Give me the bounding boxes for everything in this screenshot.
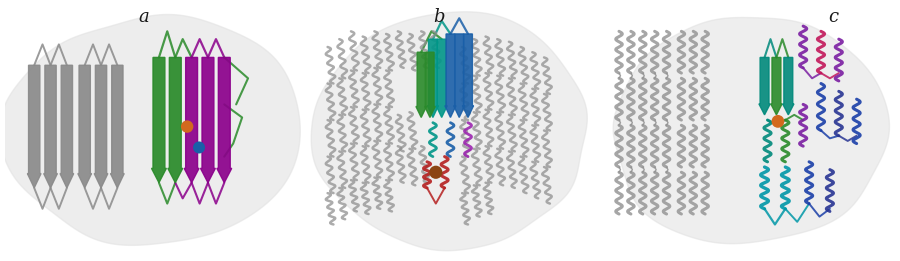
FancyArrow shape (436, 39, 447, 117)
FancyArrow shape (184, 57, 199, 183)
FancyArrow shape (60, 65, 74, 188)
FancyArrow shape (428, 39, 438, 117)
FancyArrow shape (759, 57, 770, 115)
FancyArrow shape (201, 57, 215, 183)
Point (770, 119, 785, 123)
FancyArrow shape (770, 57, 782, 115)
FancyArrow shape (44, 65, 58, 188)
Point (180, 124, 194, 129)
Text: a: a (139, 8, 149, 26)
Polygon shape (311, 12, 588, 251)
Text: c: c (828, 8, 838, 26)
FancyArrow shape (783, 57, 794, 115)
FancyArrow shape (217, 57, 231, 183)
FancyArrow shape (167, 57, 183, 183)
FancyArrow shape (463, 34, 473, 117)
FancyArrow shape (94, 65, 108, 188)
FancyArrow shape (416, 52, 427, 117)
FancyArrow shape (454, 34, 464, 117)
FancyArrow shape (425, 52, 436, 117)
Polygon shape (613, 17, 889, 244)
Point (428, 170, 443, 174)
Text: b: b (433, 8, 445, 26)
FancyArrow shape (445, 34, 456, 117)
FancyArrow shape (151, 57, 166, 183)
FancyArrow shape (27, 65, 41, 188)
Polygon shape (0, 15, 301, 245)
FancyArrow shape (111, 65, 124, 188)
Point (192, 145, 206, 150)
FancyArrow shape (78, 65, 92, 188)
